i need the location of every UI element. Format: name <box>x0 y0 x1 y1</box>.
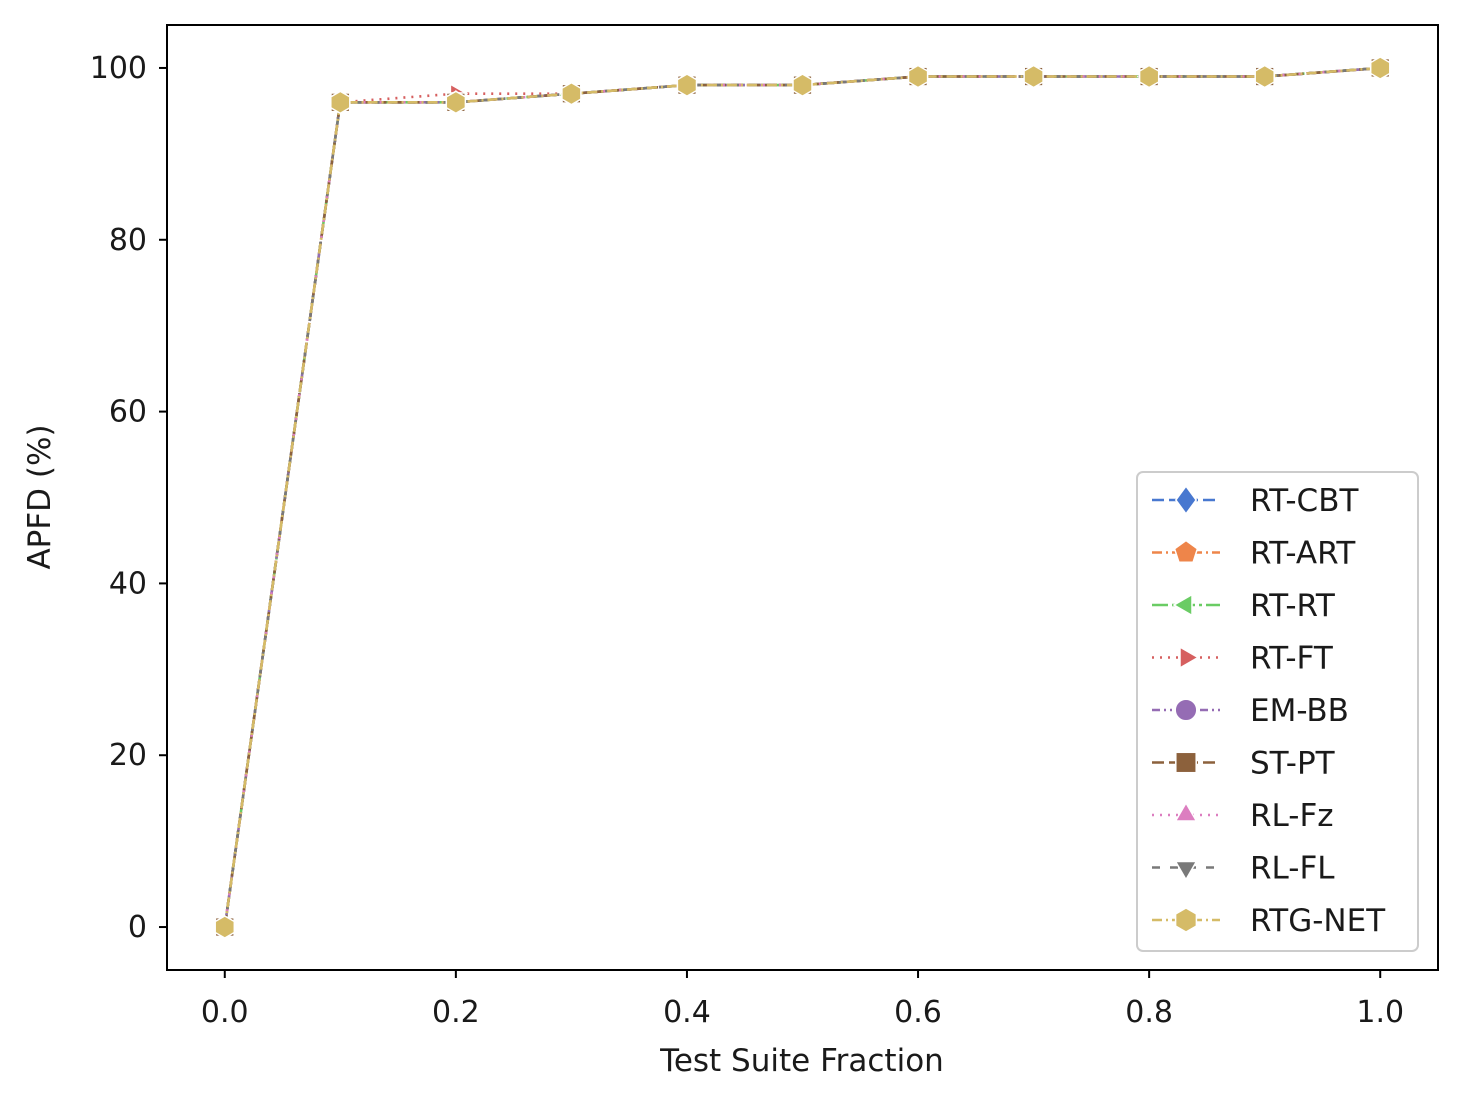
legend-label: RT-CBT <box>1250 483 1359 519</box>
data-point-rtg-net <box>214 915 236 939</box>
legend-label: RT-ART <box>1250 536 1356 572</box>
legend-label: RL-Fz <box>1250 798 1334 834</box>
legend-label: RT-FT <box>1250 641 1334 677</box>
data-point-rtg-net <box>561 81 582 106</box>
legend-item-rt-ft: RT-FT <box>1152 641 1334 677</box>
legend-marker <box>1174 698 1198 722</box>
y-tick-label: 0 <box>128 910 147 945</box>
legend-label: RT-RT <box>1250 588 1336 624</box>
legend-item-em-bb: EM-BB <box>1152 693 1349 729</box>
x-tick-label: 0.6 <box>894 995 942 1030</box>
legend-item-st-pt: ST-PT <box>1152 746 1336 782</box>
legend-item-rl-fl: RL-FL <box>1152 851 1335 887</box>
legend-marker <box>1174 484 1198 516</box>
legend-label: EM-BB <box>1250 693 1349 729</box>
x-tick-label: 0.8 <box>1125 995 1173 1030</box>
y-tick-label: 40 <box>109 566 147 601</box>
plot-frame <box>166 24 1439 971</box>
legend-marker <box>1174 860 1198 881</box>
y-axis: 0 20 40 60 80 100 <box>90 51 167 945</box>
data-point-rtg-net <box>1254 64 1275 89</box>
legend-marker <box>1175 751 1197 774</box>
x-tick-label: 0.2 <box>432 995 480 1030</box>
data-point-rtg-net <box>792 73 813 97</box>
legend-item-rt-rt: RT-RT <box>1152 588 1336 624</box>
legend-marker <box>1174 801 1198 822</box>
legend-item-rtg-net: RTG-NET <box>1152 903 1386 939</box>
series-layer <box>212 54 1393 941</box>
y-tick-label: 60 <box>109 395 147 430</box>
data-point-rtg-net <box>676 73 698 97</box>
data-point-rtg-net <box>330 90 351 115</box>
legend-label: RTG-NET <box>1250 903 1386 939</box>
y-axis-label: APFD (%) <box>22 424 58 569</box>
legend-label: ST-PT <box>1250 746 1336 782</box>
y-tick-label: 80 <box>109 223 147 258</box>
legend-item-rt-art: RT-ART <box>1152 536 1356 572</box>
legend-label: RL-FL <box>1250 851 1335 887</box>
legend-item-rl-fz: RL-Fz <box>1152 798 1334 834</box>
data-point-rtg-net <box>445 90 467 115</box>
x-tick-label: 1.0 <box>1356 995 1404 1030</box>
legend-marker <box>1173 539 1199 563</box>
x-axis: 0.0 0.2 0.4 0.6 0.8 1.0 <box>201 970 1404 1030</box>
x-axis-label: Test Suite Fraction <box>659 1043 944 1079</box>
data-point-rtg-net <box>1138 64 1160 89</box>
data-point-rtg-net <box>1369 56 1391 80</box>
y-tick-label: 100 <box>90 51 147 86</box>
series-rtg-net <box>214 56 1391 939</box>
legend-box <box>1136 471 1419 952</box>
x-tick-label: 0.4 <box>663 995 711 1030</box>
y-tick-label: 20 <box>109 738 147 773</box>
legend-marker <box>1172 593 1193 617</box>
legend: RT-CBT RT-ART RT-RT RT-FT EM-BB ST-PT RL-Fz RL-… <box>1136 471 1419 952</box>
data-point-rtg-net <box>1023 64 1044 89</box>
data-point-rtg-net <box>907 64 929 89</box>
legend-marker <box>1174 907 1198 933</box>
legend-marker <box>1179 645 1200 670</box>
legend-item-rt-cbt: RT-CBT <box>1152 483 1359 519</box>
x-tick-label: 0.0 <box>201 995 249 1030</box>
